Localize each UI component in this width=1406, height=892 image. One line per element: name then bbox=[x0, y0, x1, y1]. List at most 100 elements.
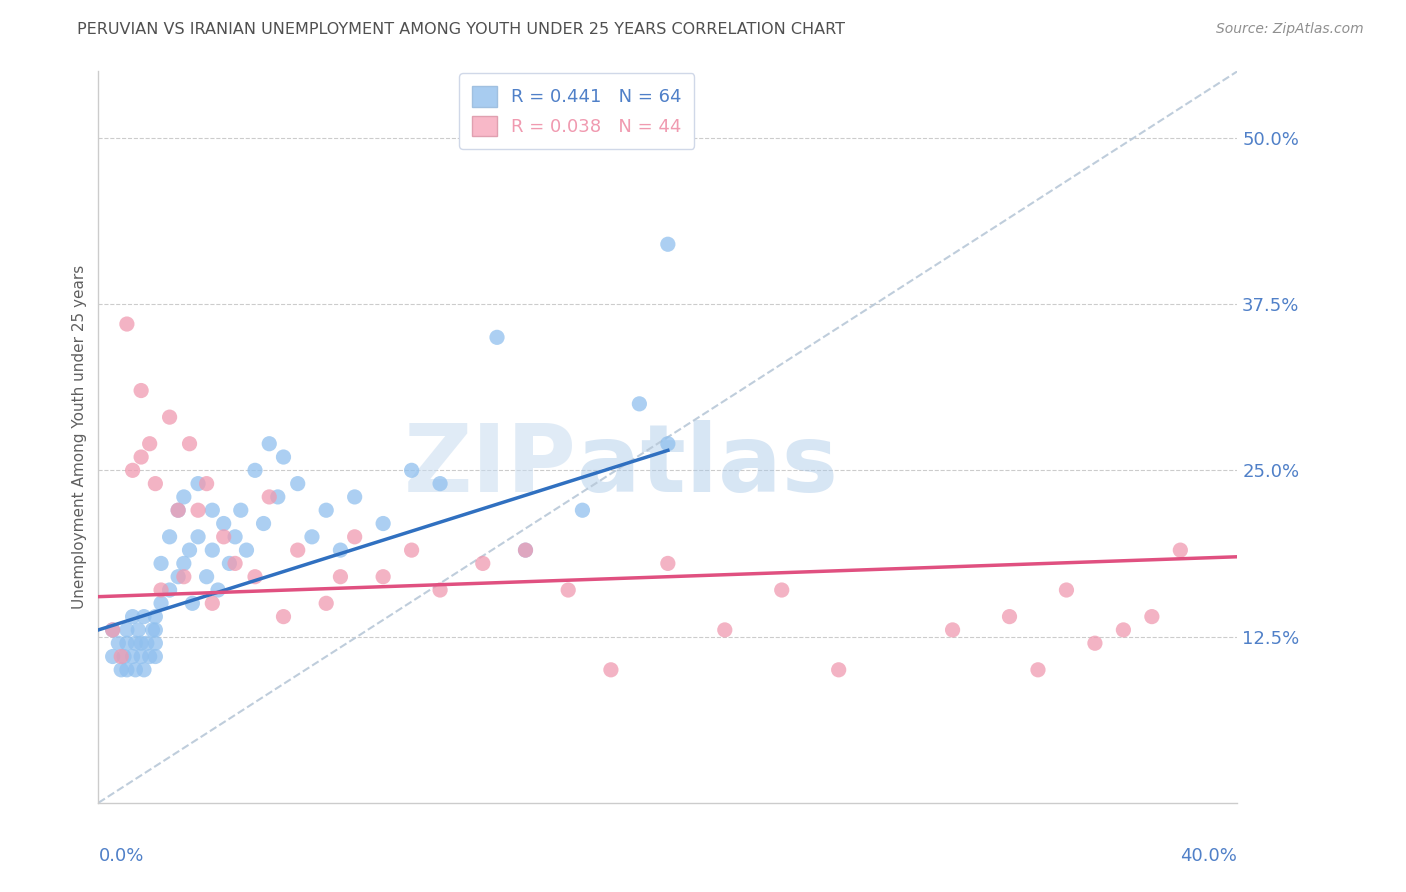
Point bbox=[141, 623, 163, 637]
Point bbox=[557, 582, 579, 597]
Point bbox=[132, 609, 155, 624]
Point bbox=[167, 503, 190, 517]
Point bbox=[159, 582, 181, 597]
Point bbox=[401, 543, 423, 558]
Point bbox=[515, 543, 537, 558]
Point bbox=[145, 623, 167, 637]
Point bbox=[138, 649, 160, 664]
Point bbox=[110, 649, 132, 664]
Point bbox=[138, 436, 160, 450]
Point bbox=[115, 636, 138, 650]
Point bbox=[179, 436, 201, 450]
Point bbox=[828, 663, 851, 677]
Point bbox=[145, 609, 167, 624]
Point bbox=[212, 530, 235, 544]
Point bbox=[218, 557, 240, 571]
Point bbox=[429, 476, 451, 491]
Point bbox=[942, 623, 965, 637]
Point bbox=[273, 450, 295, 464]
Text: PERUVIAN VS IRANIAN UNEMPLOYMENT AMONG YOUTH UNDER 25 YEARS CORRELATION CHART: PERUVIAN VS IRANIAN UNEMPLOYMENT AMONG Y… bbox=[77, 22, 845, 37]
Point bbox=[121, 463, 143, 477]
Point bbox=[179, 543, 201, 558]
Point bbox=[173, 557, 195, 571]
Point bbox=[101, 649, 124, 664]
Point bbox=[101, 623, 124, 637]
Point bbox=[115, 623, 138, 637]
Point bbox=[628, 397, 651, 411]
Point bbox=[429, 582, 451, 597]
Point bbox=[235, 543, 257, 558]
Point bbox=[112, 649, 135, 664]
Point bbox=[145, 649, 167, 664]
Point bbox=[252, 516, 274, 531]
Text: atlas: atlas bbox=[576, 420, 838, 512]
Point bbox=[486, 330, 509, 344]
Point bbox=[115, 663, 138, 677]
Point bbox=[187, 503, 209, 517]
Point bbox=[243, 570, 266, 584]
Point bbox=[273, 609, 295, 624]
Point bbox=[150, 582, 173, 597]
Point bbox=[315, 596, 337, 610]
Point bbox=[145, 636, 167, 650]
Point bbox=[343, 490, 366, 504]
Point bbox=[124, 636, 146, 650]
Point bbox=[657, 436, 679, 450]
Point bbox=[287, 543, 309, 558]
Text: 0.0%: 0.0% bbox=[98, 847, 143, 864]
Legend: R = 0.441   N = 64, R = 0.038   N = 44: R = 0.441 N = 64, R = 0.038 N = 44 bbox=[458, 73, 695, 149]
Text: ZIP: ZIP bbox=[404, 420, 576, 512]
Point bbox=[657, 237, 679, 252]
Point bbox=[145, 476, 167, 491]
Point bbox=[471, 557, 494, 571]
Point bbox=[195, 570, 218, 584]
Point bbox=[195, 476, 218, 491]
Point bbox=[315, 503, 337, 517]
Point bbox=[110, 663, 132, 677]
Point bbox=[150, 557, 173, 571]
Point bbox=[243, 463, 266, 477]
Point bbox=[187, 476, 209, 491]
Point bbox=[173, 570, 195, 584]
Point bbox=[259, 490, 281, 504]
Point bbox=[770, 582, 793, 597]
Point bbox=[121, 649, 143, 664]
Point bbox=[287, 476, 309, 491]
Point bbox=[124, 663, 146, 677]
Point bbox=[329, 570, 352, 584]
Point bbox=[101, 623, 124, 637]
Point bbox=[167, 570, 190, 584]
Point bbox=[181, 596, 204, 610]
Point bbox=[1112, 623, 1135, 637]
Point bbox=[129, 649, 152, 664]
Point bbox=[401, 463, 423, 477]
Point bbox=[571, 503, 593, 517]
Point bbox=[115, 317, 138, 331]
Point bbox=[600, 663, 623, 677]
Point bbox=[1084, 636, 1107, 650]
Point bbox=[129, 450, 152, 464]
Point bbox=[121, 609, 143, 624]
Point bbox=[129, 384, 152, 398]
Point bbox=[329, 543, 352, 558]
Point bbox=[173, 490, 195, 504]
Point bbox=[267, 490, 290, 504]
Point bbox=[1140, 609, 1163, 624]
Point bbox=[159, 530, 181, 544]
Point bbox=[201, 543, 224, 558]
Point bbox=[207, 582, 229, 597]
Point bbox=[373, 516, 395, 531]
Point bbox=[998, 609, 1021, 624]
Point bbox=[129, 636, 152, 650]
Y-axis label: Unemployment Among Youth under 25 years: Unemployment Among Youth under 25 years bbox=[72, 265, 87, 609]
Point bbox=[212, 516, 235, 531]
Point bbox=[1026, 663, 1049, 677]
Point bbox=[343, 530, 366, 544]
Point bbox=[224, 557, 246, 571]
Point bbox=[187, 530, 209, 544]
Point bbox=[1056, 582, 1078, 597]
Point bbox=[127, 623, 149, 637]
Point bbox=[167, 503, 190, 517]
Point bbox=[159, 410, 181, 425]
Text: Source: ZipAtlas.com: Source: ZipAtlas.com bbox=[1216, 22, 1364, 37]
